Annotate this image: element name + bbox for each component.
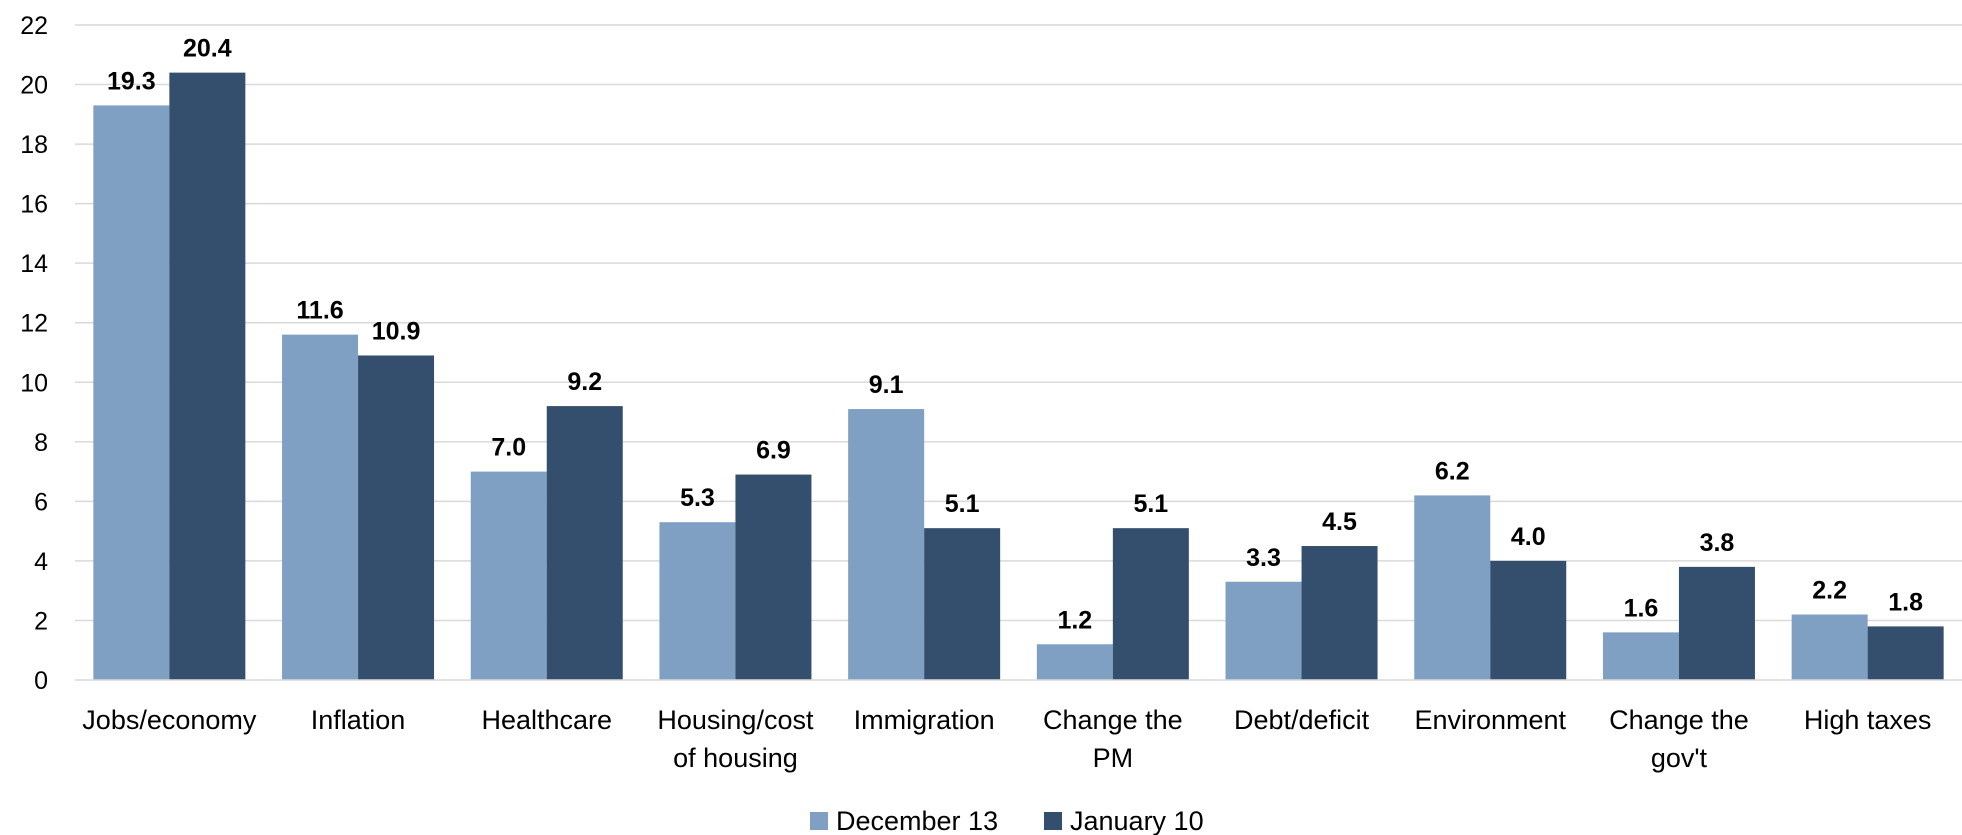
data-label: 6.9 [756,437,791,465]
category-label: gov't [1651,743,1708,773]
bars [93,72,1944,681]
bar [1301,546,1378,680]
data-label: 1.6 [1624,594,1659,622]
category-label: Change the [1043,705,1183,735]
bar [1678,566,1755,680]
y-tick-label: 10 [20,369,48,397]
category-label: Healthcare [481,705,612,735]
data-label: 3.3 [1246,544,1281,572]
legend-swatch [810,812,828,830]
category-label: Jobs/economy [82,705,257,735]
bar [1112,528,1189,680]
bar [659,522,736,680]
y-tick-label: 18 [20,131,48,159]
y-tick-label: 8 [34,429,48,457]
data-label: 1.8 [1888,588,1923,616]
bar [1791,614,1868,680]
data-label: 9.2 [567,368,602,396]
category-label: Environment [1414,705,1566,735]
data-label: 20.4 [183,35,232,63]
data-label: 1.2 [1057,606,1092,634]
data-label: 5.1 [1133,490,1168,518]
data-label: 2.2 [1812,577,1847,605]
y-tick-label: 0 [34,667,48,695]
category-label: High taxes [1804,705,1932,735]
y-tick-label: 16 [20,191,48,219]
data-label: 7.0 [491,434,526,462]
bar [1225,581,1302,680]
category-label: Housing/cost [657,705,814,735]
category-label: Immigration [854,705,995,735]
bar [848,409,925,680]
legend: December 13 January 10 [810,806,1204,835]
y-tick-label: 4 [34,548,48,576]
data-label: 4.0 [1511,523,1546,551]
category-label: PM [1093,743,1134,773]
data-label: 19.3 [107,67,156,95]
data-label: 4.5 [1322,508,1357,536]
bar [546,406,623,680]
bar [1602,632,1679,680]
category-label: Debt/deficit [1234,705,1370,735]
x-axis-category-labels: Jobs/economy Inflation Healthcare Housing/c… [82,705,1931,773]
data-labels: 19.3 11.6 7.0 5.3 9.1 1.2 3.3 6.2 1.6 2.2 20.4 10.9… [107,35,1923,635]
data-label: 9.1 [869,371,904,399]
bar [1036,644,1113,680]
bar [93,105,170,681]
legend-label: December 13 [836,806,998,835]
bar [1867,626,1944,680]
bar [470,471,547,680]
data-label: 10.9 [372,317,421,345]
legend-swatch [1044,812,1062,830]
data-label: 5.1 [945,490,980,518]
data-label: 5.3 [680,484,715,512]
bar [358,355,435,680]
bar [1414,495,1491,680]
y-tick-label: 22 [20,12,48,40]
category-label: of housing [673,743,798,773]
bar [282,334,359,680]
data-label: 6.2 [1435,457,1470,485]
bar [735,474,812,680]
bar [924,528,1001,680]
y-tick-label: 14 [20,250,48,278]
data-label: 3.8 [1700,529,1735,557]
bar [169,72,246,681]
bar [1490,560,1567,680]
y-tick-label: 6 [34,488,48,516]
y-tick-label: 12 [20,310,48,338]
category-label: Change the [1609,705,1749,735]
y-tick-label: 2 [34,607,48,635]
data-label: 11.6 [296,297,343,325]
y-tick-label: 20 [20,72,48,100]
legend-label: January 10 [1070,806,1204,835]
y-axis-tick-labels: 0 2 4 6 8 10 12 14 16 18 20 22 [20,12,48,695]
category-label: Inflation [311,705,406,735]
